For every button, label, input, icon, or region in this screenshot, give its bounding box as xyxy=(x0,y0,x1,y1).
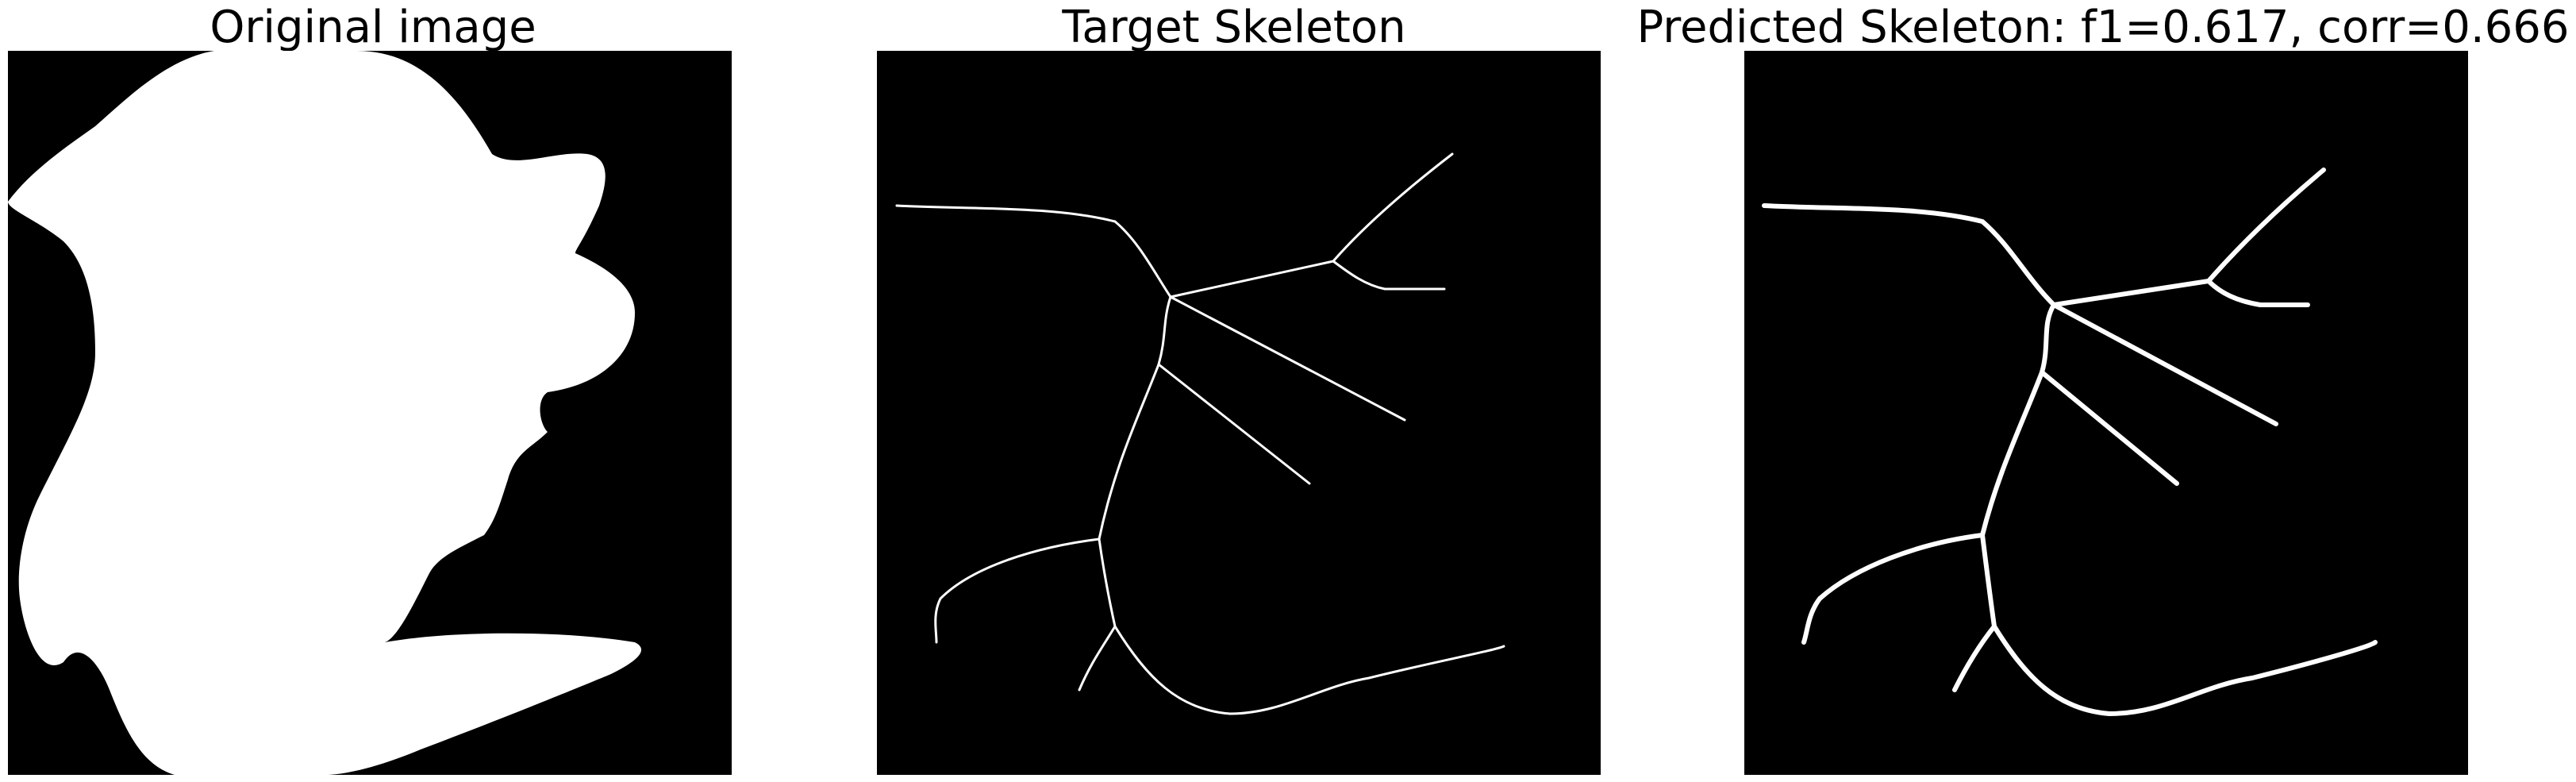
target-skeleton-panel: Target Skeleton xyxy=(869,0,1601,782)
target-skeleton-image xyxy=(877,51,1601,775)
predicted-skeleton-lines xyxy=(1762,168,2378,716)
target-skeleton-lines xyxy=(895,152,1505,715)
original-image-panel: Original image xyxy=(0,0,746,782)
original-image-title: Original image xyxy=(210,2,536,53)
original-shape xyxy=(8,51,642,775)
target-skeleton-title: Target Skeleton xyxy=(1062,2,1406,53)
predicted-skeleton-panel: Predicted Skeleton: f1=0.617, corr=0.666 xyxy=(1636,0,2570,782)
original-image xyxy=(8,51,732,775)
predicted-skeleton-image xyxy=(1744,51,2468,775)
predicted-skeleton-title: Predicted Skeleton: f1=0.617, corr=0.666 xyxy=(1636,2,2570,53)
